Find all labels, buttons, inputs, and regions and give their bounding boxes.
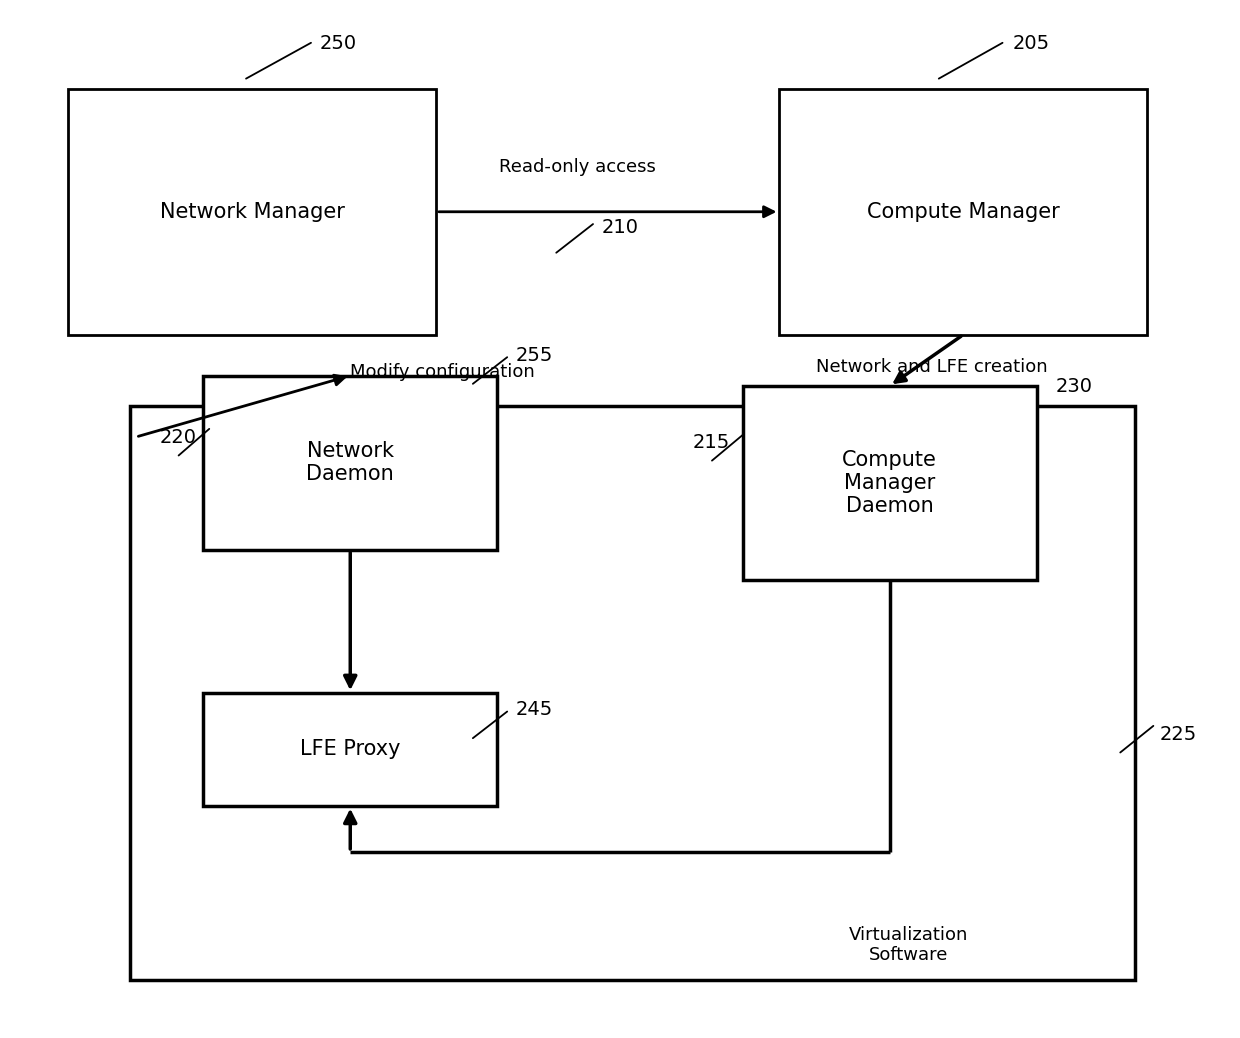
Text: LFE Proxy: LFE Proxy (300, 739, 401, 760)
FancyBboxPatch shape (68, 89, 436, 334)
FancyBboxPatch shape (780, 89, 1147, 334)
FancyBboxPatch shape (203, 693, 497, 805)
FancyBboxPatch shape (743, 386, 1037, 580)
Text: 255: 255 (516, 347, 553, 365)
Text: Compute Manager: Compute Manager (867, 201, 1060, 222)
FancyBboxPatch shape (203, 376, 497, 550)
Text: Network and LFE creation: Network and LFE creation (816, 358, 1048, 376)
Text: Read-only access: Read-only access (498, 158, 656, 175)
Text: 205: 205 (1012, 34, 1049, 53)
Text: 220: 220 (160, 428, 197, 446)
Text: Network Manager: Network Manager (160, 201, 345, 222)
Text: Virtualization
Software: Virtualization Software (848, 926, 968, 964)
Text: Modify configuration: Modify configuration (350, 362, 534, 381)
Text: 210: 210 (601, 218, 639, 238)
Text: 230: 230 (1055, 377, 1092, 397)
Text: Compute
Manager
Daemon: Compute Manager Daemon (842, 449, 937, 516)
Text: 215: 215 (693, 433, 730, 452)
Text: 250: 250 (320, 34, 357, 53)
Text: 245: 245 (516, 700, 553, 718)
Text: 225: 225 (1159, 725, 1197, 743)
Text: Network
Daemon: Network Daemon (306, 441, 394, 485)
FancyBboxPatch shape (129, 406, 1135, 980)
